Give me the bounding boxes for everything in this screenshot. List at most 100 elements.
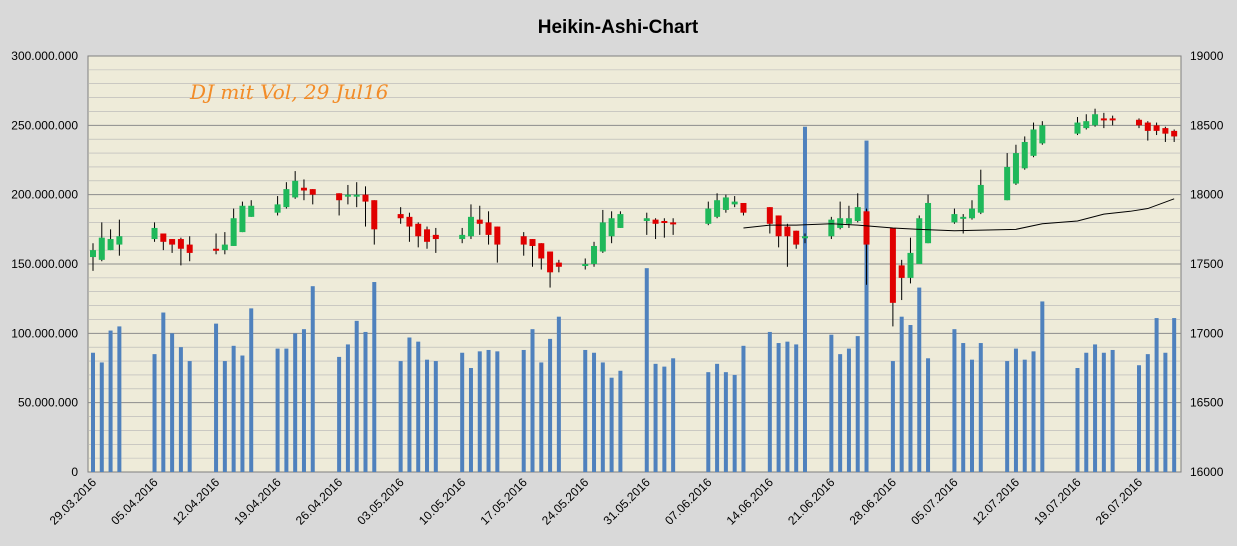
candle-up [705,208,712,224]
volume-bars [91,126,1177,472]
candle-down [1153,125,1160,131]
candle-up [283,189,290,208]
candle-up [617,214,624,228]
volume-bar [1093,344,1098,472]
candle-up [837,218,844,228]
volume-bar [345,344,350,472]
chart-title: Heikin-Ashi-Chart [538,17,699,38]
volume-bar [460,352,465,472]
y-left-tick-label: 100.000.000 [11,326,78,340]
candle-up [925,202,932,244]
candle-up [239,205,246,233]
volume-bar [618,370,623,472]
candle-down [494,226,501,245]
y-right-tick-label: 16000 [1190,465,1224,479]
candle-down [1136,119,1143,126]
volume-bar [706,372,711,472]
candle-down [424,229,431,242]
y-left-tick-label: 150.000.000 [11,257,78,271]
volume-bar [1022,359,1027,472]
candle-down [476,219,483,224]
candle-up [1092,114,1099,126]
candle-down [169,239,176,245]
candles [90,108,1178,327]
volume-bar [477,351,482,472]
y-right-tick-label: 18000 [1190,188,1224,202]
y-right-tick-label: 18500 [1190,118,1224,132]
candle-up [221,244,228,251]
candle-down [362,194,369,202]
candle-up [608,218,615,237]
volume-bar [91,352,95,472]
candle-up [230,218,237,246]
candle-down [371,200,378,230]
candle-up [845,218,852,224]
candle-down [1171,130,1178,137]
volume-bar [301,329,306,472]
y-right-tick-label: 17500 [1190,257,1224,271]
volume-bar [161,312,166,472]
candle-down [160,233,167,242]
candle-up [1074,122,1081,134]
candle-up [1021,141,1028,169]
candle-up [960,216,967,219]
candle-up [916,218,923,264]
candle-up [116,236,123,245]
grid [88,69,1181,459]
volume-bar [275,348,280,472]
volume-bar [671,358,676,472]
volume-bar [1101,352,1106,472]
candle-up [1004,166,1011,201]
candle-up [854,207,861,222]
volume-bar [794,344,799,472]
volume-bar [908,325,913,472]
volume-bar [99,362,104,472]
volume-bar [337,356,342,472]
y-right-tick-label: 16500 [1190,396,1224,410]
volume-bar [741,345,746,472]
candle-down [397,214,404,219]
volume-bar [1154,318,1159,472]
candle-up [1039,125,1046,144]
candle-up [722,197,729,210]
volume-bar [600,362,605,472]
candle-down [793,230,800,245]
candle-down [740,202,747,213]
candle-down [415,223,422,237]
volume-bar [407,337,412,472]
volume-bar [372,282,377,472]
volume-bar [416,341,421,472]
candle-up [1012,153,1019,184]
candle-up [969,208,975,219]
candle-up [467,216,474,237]
volume-bar [1040,301,1045,472]
volume-bar [398,361,403,472]
volume-bar [117,326,122,472]
candle-down [661,221,668,224]
candle-down [1109,118,1116,121]
candle-up [344,194,351,197]
candle-down [538,243,545,259]
volume-bar [952,329,957,472]
y-left-tick-label: 0 [71,465,78,479]
candle-down [336,193,343,201]
volume-bar [846,348,851,472]
candle-down [652,219,659,224]
volume-bar [354,320,359,472]
volume-bar [521,349,526,472]
candle-down [547,251,554,273]
candle-down [670,222,677,225]
candle-up [828,219,835,237]
candle-down [1100,118,1107,121]
candle-up [292,180,299,198]
volume-bar [785,341,790,472]
chart-annotation: DJ mit Vol, 29 Jul16 [189,80,389,104]
candle-down [520,236,527,245]
candle-down [213,248,220,251]
candle-down [863,211,870,245]
candle-down [485,222,492,235]
volume-bar [715,363,720,472]
candle-down [889,227,896,303]
candle-down [766,207,773,224]
volume-bar [1031,351,1036,472]
